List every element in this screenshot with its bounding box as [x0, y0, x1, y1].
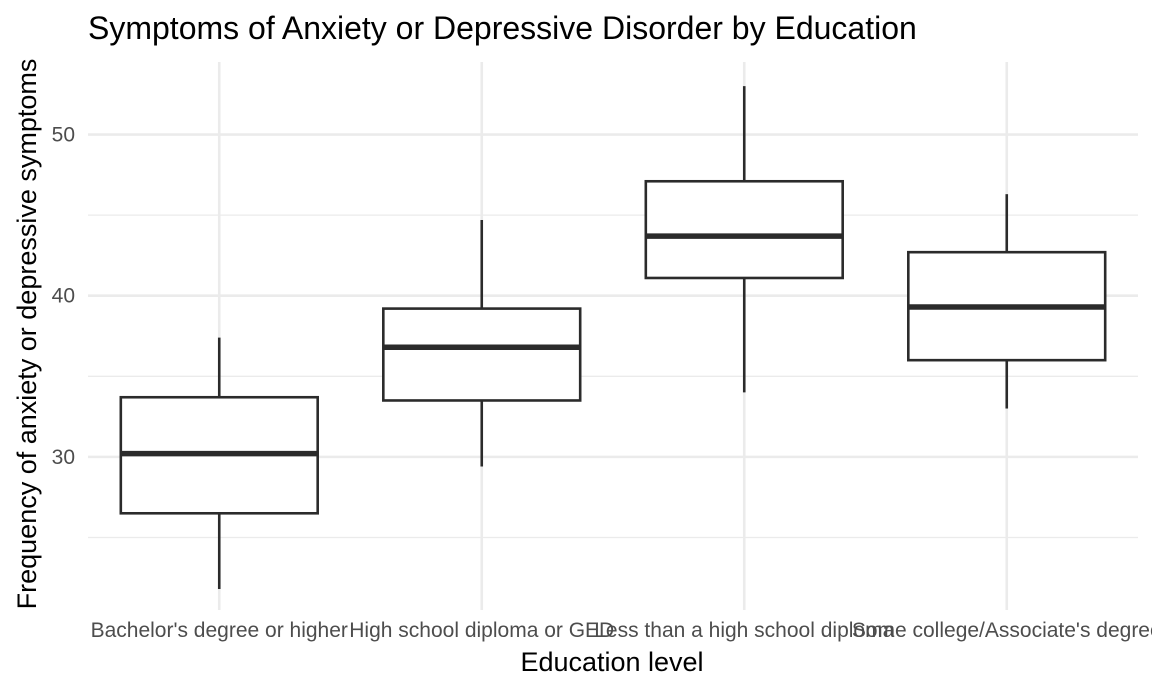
box-group [907, 194, 1107, 409]
x-axis-title: Education level [520, 647, 703, 677]
x-tick-label: Some college/Associate's degree [852, 619, 1152, 642]
x-axis-ticks: Bachelor's degree or higher High school d… [91, 619, 1152, 642]
box [644, 179, 844, 280]
box-group [644, 86, 844, 393]
y-tick-label: 50 [52, 124, 75, 147]
x-tick-label: High school diploma or GED [349, 619, 614, 642]
box-group [119, 337, 319, 590]
y-tick-label: 30 [52, 446, 75, 469]
y-axis-title: Frequency of anxiety or depressive sympt… [12, 59, 42, 610]
boxes [119, 86, 1107, 590]
y-tick-label: 40 [52, 285, 75, 308]
x-tick-label: Bachelor's degree or higher [91, 619, 348, 642]
y-axis-ticks: 30 40 50 [52, 124, 75, 469]
x-tick-label: Less than a high school diploma [594, 619, 894, 642]
box-group [382, 219, 582, 467]
chart-title: Symptoms of Anxiety or Depressive Disord… [88, 10, 917, 46]
box [382, 307, 582, 402]
